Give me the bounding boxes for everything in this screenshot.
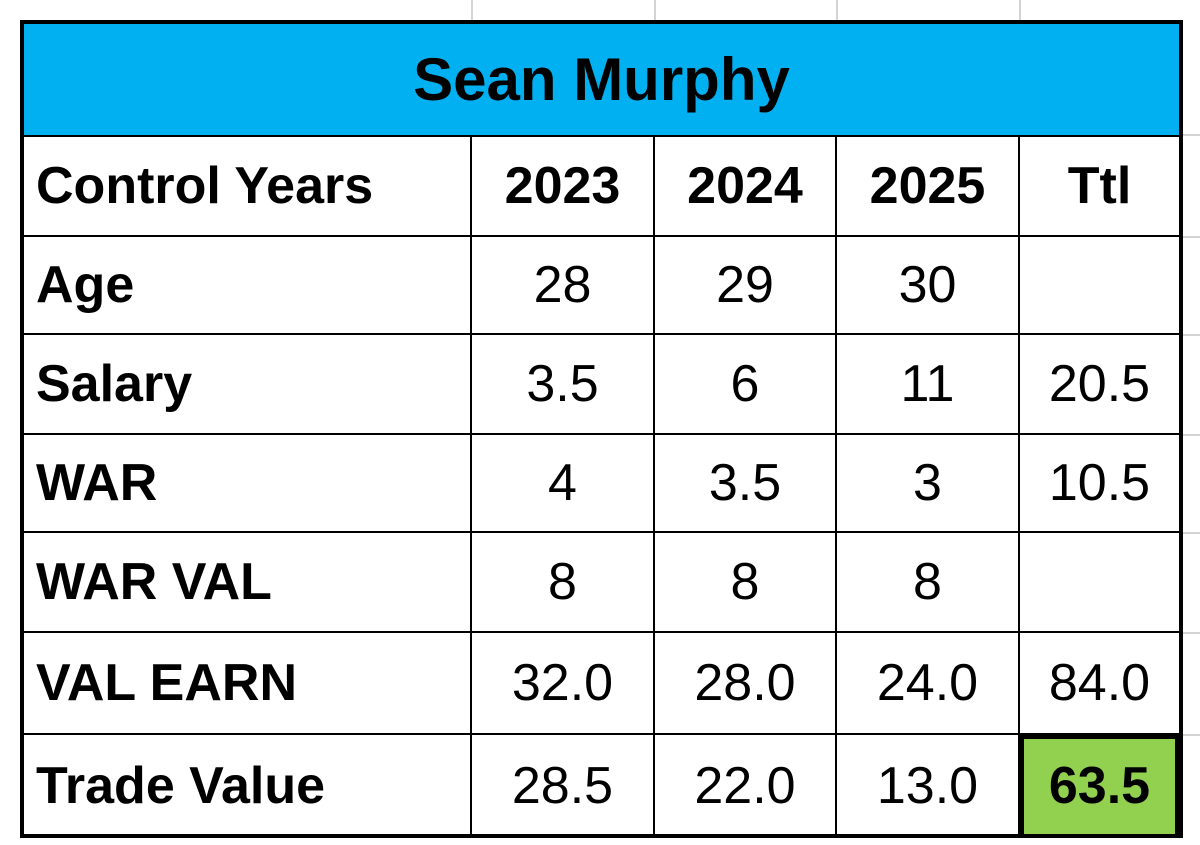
row-label: VAL EARN — [24, 633, 472, 735]
table-cell — [1020, 237, 1179, 335]
table-cell: 28.5 — [472, 735, 655, 838]
table-cell: 84.0 — [1020, 633, 1179, 735]
table-title: Sean Murphy — [24, 24, 1179, 137]
table-cell: 20.5 — [1020, 335, 1179, 435]
table-cell: 28 — [472, 237, 655, 335]
table-cell: 30 — [837, 237, 1020, 335]
table-cell: 3 — [837, 435, 1020, 533]
table-cell: 11 — [837, 335, 1020, 435]
header-cell: Control Years — [24, 137, 472, 237]
row-label: Age — [24, 237, 472, 335]
table-cell: 8 — [837, 533, 1020, 633]
table-cell: 8 — [472, 533, 655, 633]
table-cell: 22.0 — [655, 735, 837, 838]
table-cell: 32.0 — [472, 633, 655, 735]
table-cell: 3.5 — [655, 435, 837, 533]
header-cell: 2023 — [472, 137, 655, 237]
table-cell: 13.0 — [837, 735, 1020, 838]
player-table: Sean Murphy Control Years 2023 2024 2025 Ttl… — [20, 20, 1183, 838]
table-cell: 4 — [472, 435, 655, 533]
header-cell: 2024 — [655, 137, 837, 237]
row-label: WAR — [24, 435, 472, 533]
table-cell: 63.5 — [1020, 735, 1179, 838]
table-cell — [1020, 533, 1179, 633]
row-label: Salary — [24, 335, 472, 435]
table-cell: 28.0 — [655, 633, 837, 735]
table-cell: 24.0 — [837, 633, 1020, 735]
table-cell: 10.5 — [1020, 435, 1179, 533]
table-cell: 29 — [655, 237, 837, 335]
table-cell: 6 — [655, 335, 837, 435]
header-cell: Ttl — [1020, 137, 1179, 237]
table-cell: 8 — [655, 533, 837, 633]
row-label: Trade Value — [24, 735, 472, 838]
row-label: WAR VAL — [24, 533, 472, 633]
header-cell: 2025 — [837, 137, 1020, 237]
table-cell: 3.5 — [472, 335, 655, 435]
